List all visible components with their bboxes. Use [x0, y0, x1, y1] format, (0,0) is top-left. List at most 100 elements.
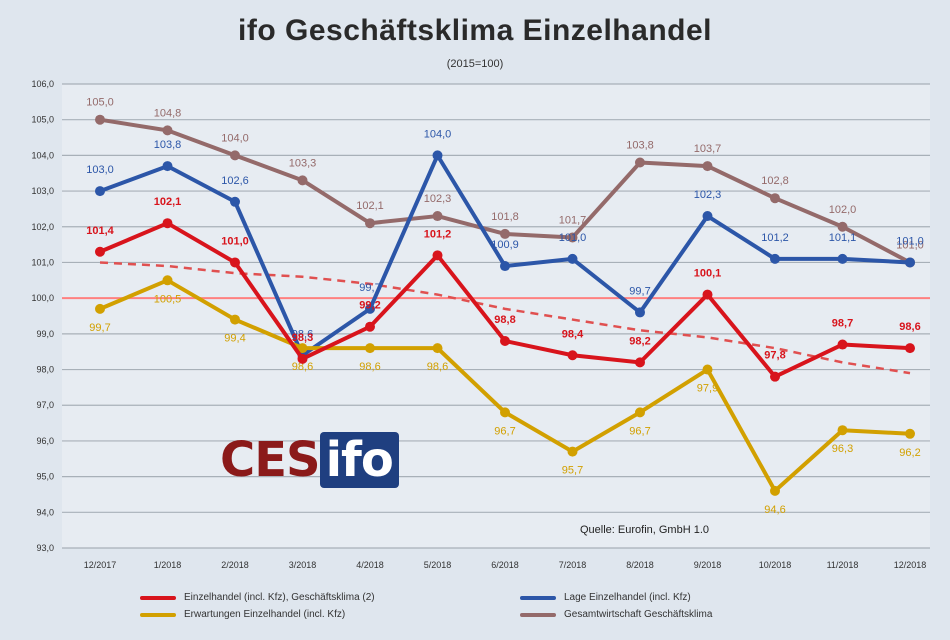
- data-point: [95, 303, 105, 314]
- data-label: 98,6: [899, 321, 920, 333]
- x-tick-label: 4/2018: [356, 560, 384, 570]
- trend-line: [99, 261, 911, 375]
- data-point: [702, 289, 713, 300]
- data-point: [837, 253, 848, 264]
- data-point: [95, 186, 105, 197]
- data-point: [635, 307, 645, 318]
- x-tick-label: 12/2018: [894, 560, 927, 570]
- x-tick-label: 7/2018: [559, 560, 587, 570]
- data-label: 97,9: [697, 383, 718, 395]
- x-tick-label: 2/2018: [221, 560, 249, 570]
- x-tick-label: 8/2018: [626, 560, 654, 570]
- data-point: [500, 335, 510, 346]
- legend-label: Lage Einzelhandel (incl. Kfz): [564, 592, 691, 603]
- data-point: [567, 253, 578, 264]
- data-label: 103,0: [86, 164, 114, 176]
- data-point: [230, 150, 240, 161]
- data-label: 99,2: [359, 300, 380, 312]
- data-label: 99,4: [224, 333, 245, 345]
- chart-legend: Einzelhandel (incl. Kfz), Geschäftsklima…: [140, 592, 900, 620]
- data-point: [500, 261, 510, 272]
- data-point: [230, 314, 240, 325]
- legend-swatch: [140, 595, 176, 600]
- y-tick-label: 99,0: [36, 329, 54, 339]
- data-label: 98,6: [359, 361, 380, 373]
- data-point: [162, 125, 173, 136]
- data-point: [500, 228, 510, 239]
- y-tick-label: 104,0: [31, 150, 54, 160]
- y-tick-label: 105,0: [31, 115, 54, 125]
- data-point: [95, 114, 105, 125]
- data-label: 96,7: [629, 425, 650, 437]
- x-tick-label: 1/2018: [154, 560, 182, 570]
- data-point: [635, 357, 645, 368]
- data-label: 101,1: [829, 232, 857, 244]
- cesifo-logo: CES ifo: [220, 432, 399, 488]
- y-tick-label: 97,0: [36, 400, 54, 410]
- data-label: 96,7: [494, 425, 515, 437]
- data-point: [770, 193, 780, 204]
- data-label: 98,3: [292, 332, 313, 344]
- source-note: Quelle: Eurofin, GmbH 1.0: [580, 524, 710, 536]
- x-tick-label: 6/2018: [491, 560, 519, 570]
- data-label: 96,3: [832, 443, 853, 455]
- data-label: 98,4: [562, 328, 584, 340]
- data-point: [365, 343, 375, 354]
- data-label: 101,2: [761, 232, 789, 244]
- data-label: 104,8: [154, 107, 182, 119]
- data-point: [702, 364, 713, 375]
- y-tick-label: 102,0: [31, 222, 54, 232]
- data-point: [162, 161, 173, 172]
- data-label: 98,2: [629, 335, 650, 347]
- data-label: 103,3: [289, 157, 317, 169]
- data-point: [500, 407, 510, 418]
- data-point: [770, 253, 780, 264]
- legend-swatch: [520, 595, 556, 600]
- data-point: [432, 250, 443, 261]
- data-point: [230, 196, 240, 207]
- data-label: 97,8: [764, 350, 785, 362]
- data-point: [567, 446, 578, 457]
- data-label: 103,8: [154, 139, 182, 151]
- legend-swatch: [140, 612, 176, 617]
- data-label: 96,2: [899, 447, 920, 459]
- data-point: [95, 246, 105, 257]
- x-tick-label: 11/2018: [827, 560, 859, 570]
- data-label: 100,9: [491, 239, 519, 251]
- y-tick-label: 94,0: [36, 507, 54, 517]
- data-label: 98,7: [832, 318, 853, 330]
- data-label: 98,6: [292, 361, 313, 373]
- chart-title: ifo Geschäftsklima Einzelhandel: [238, 14, 712, 47]
- data-label: 101,2: [424, 228, 452, 240]
- data-label: 105,0: [86, 97, 114, 109]
- data-label: 98,8: [494, 314, 515, 326]
- data-label: 101,0: [221, 235, 249, 247]
- data-point: [702, 161, 713, 172]
- data-label: 102,0: [829, 204, 857, 216]
- data-label: 101,0: [559, 232, 587, 244]
- data-point: [905, 257, 915, 268]
- y-tick-label: 106,0: [31, 79, 54, 89]
- y-tick-label: 95,0: [36, 472, 54, 482]
- logo-ces-text: CES: [220, 432, 321, 488]
- data-point: [837, 425, 848, 436]
- data-label: 101,0: [896, 239, 924, 251]
- data-label: 102,8: [761, 175, 789, 187]
- data-point: [770, 371, 780, 382]
- data-point: [297, 353, 308, 364]
- legend-item-blue: Lage Einzelhandel (incl. Kfz): [520, 592, 880, 603]
- y-tick-label: 101,0: [31, 257, 54, 267]
- data-label: 104,0: [424, 128, 452, 140]
- y-tick-label: 96,0: [36, 436, 54, 446]
- data-point: [365, 218, 375, 229]
- y-tick-label: 103,0: [31, 186, 54, 196]
- x-tick-label: 9/2018: [694, 560, 722, 570]
- legend-swatch: [520, 612, 556, 617]
- plot-area: [62, 84, 930, 548]
- x-tick-label: 3/2018: [289, 560, 317, 570]
- x-tick-label: 5/2018: [424, 560, 452, 570]
- data-point: [297, 175, 308, 186]
- data-label: 100,5: [154, 293, 182, 305]
- data-label: 98,6: [292, 328, 313, 340]
- data-point: [770, 485, 780, 496]
